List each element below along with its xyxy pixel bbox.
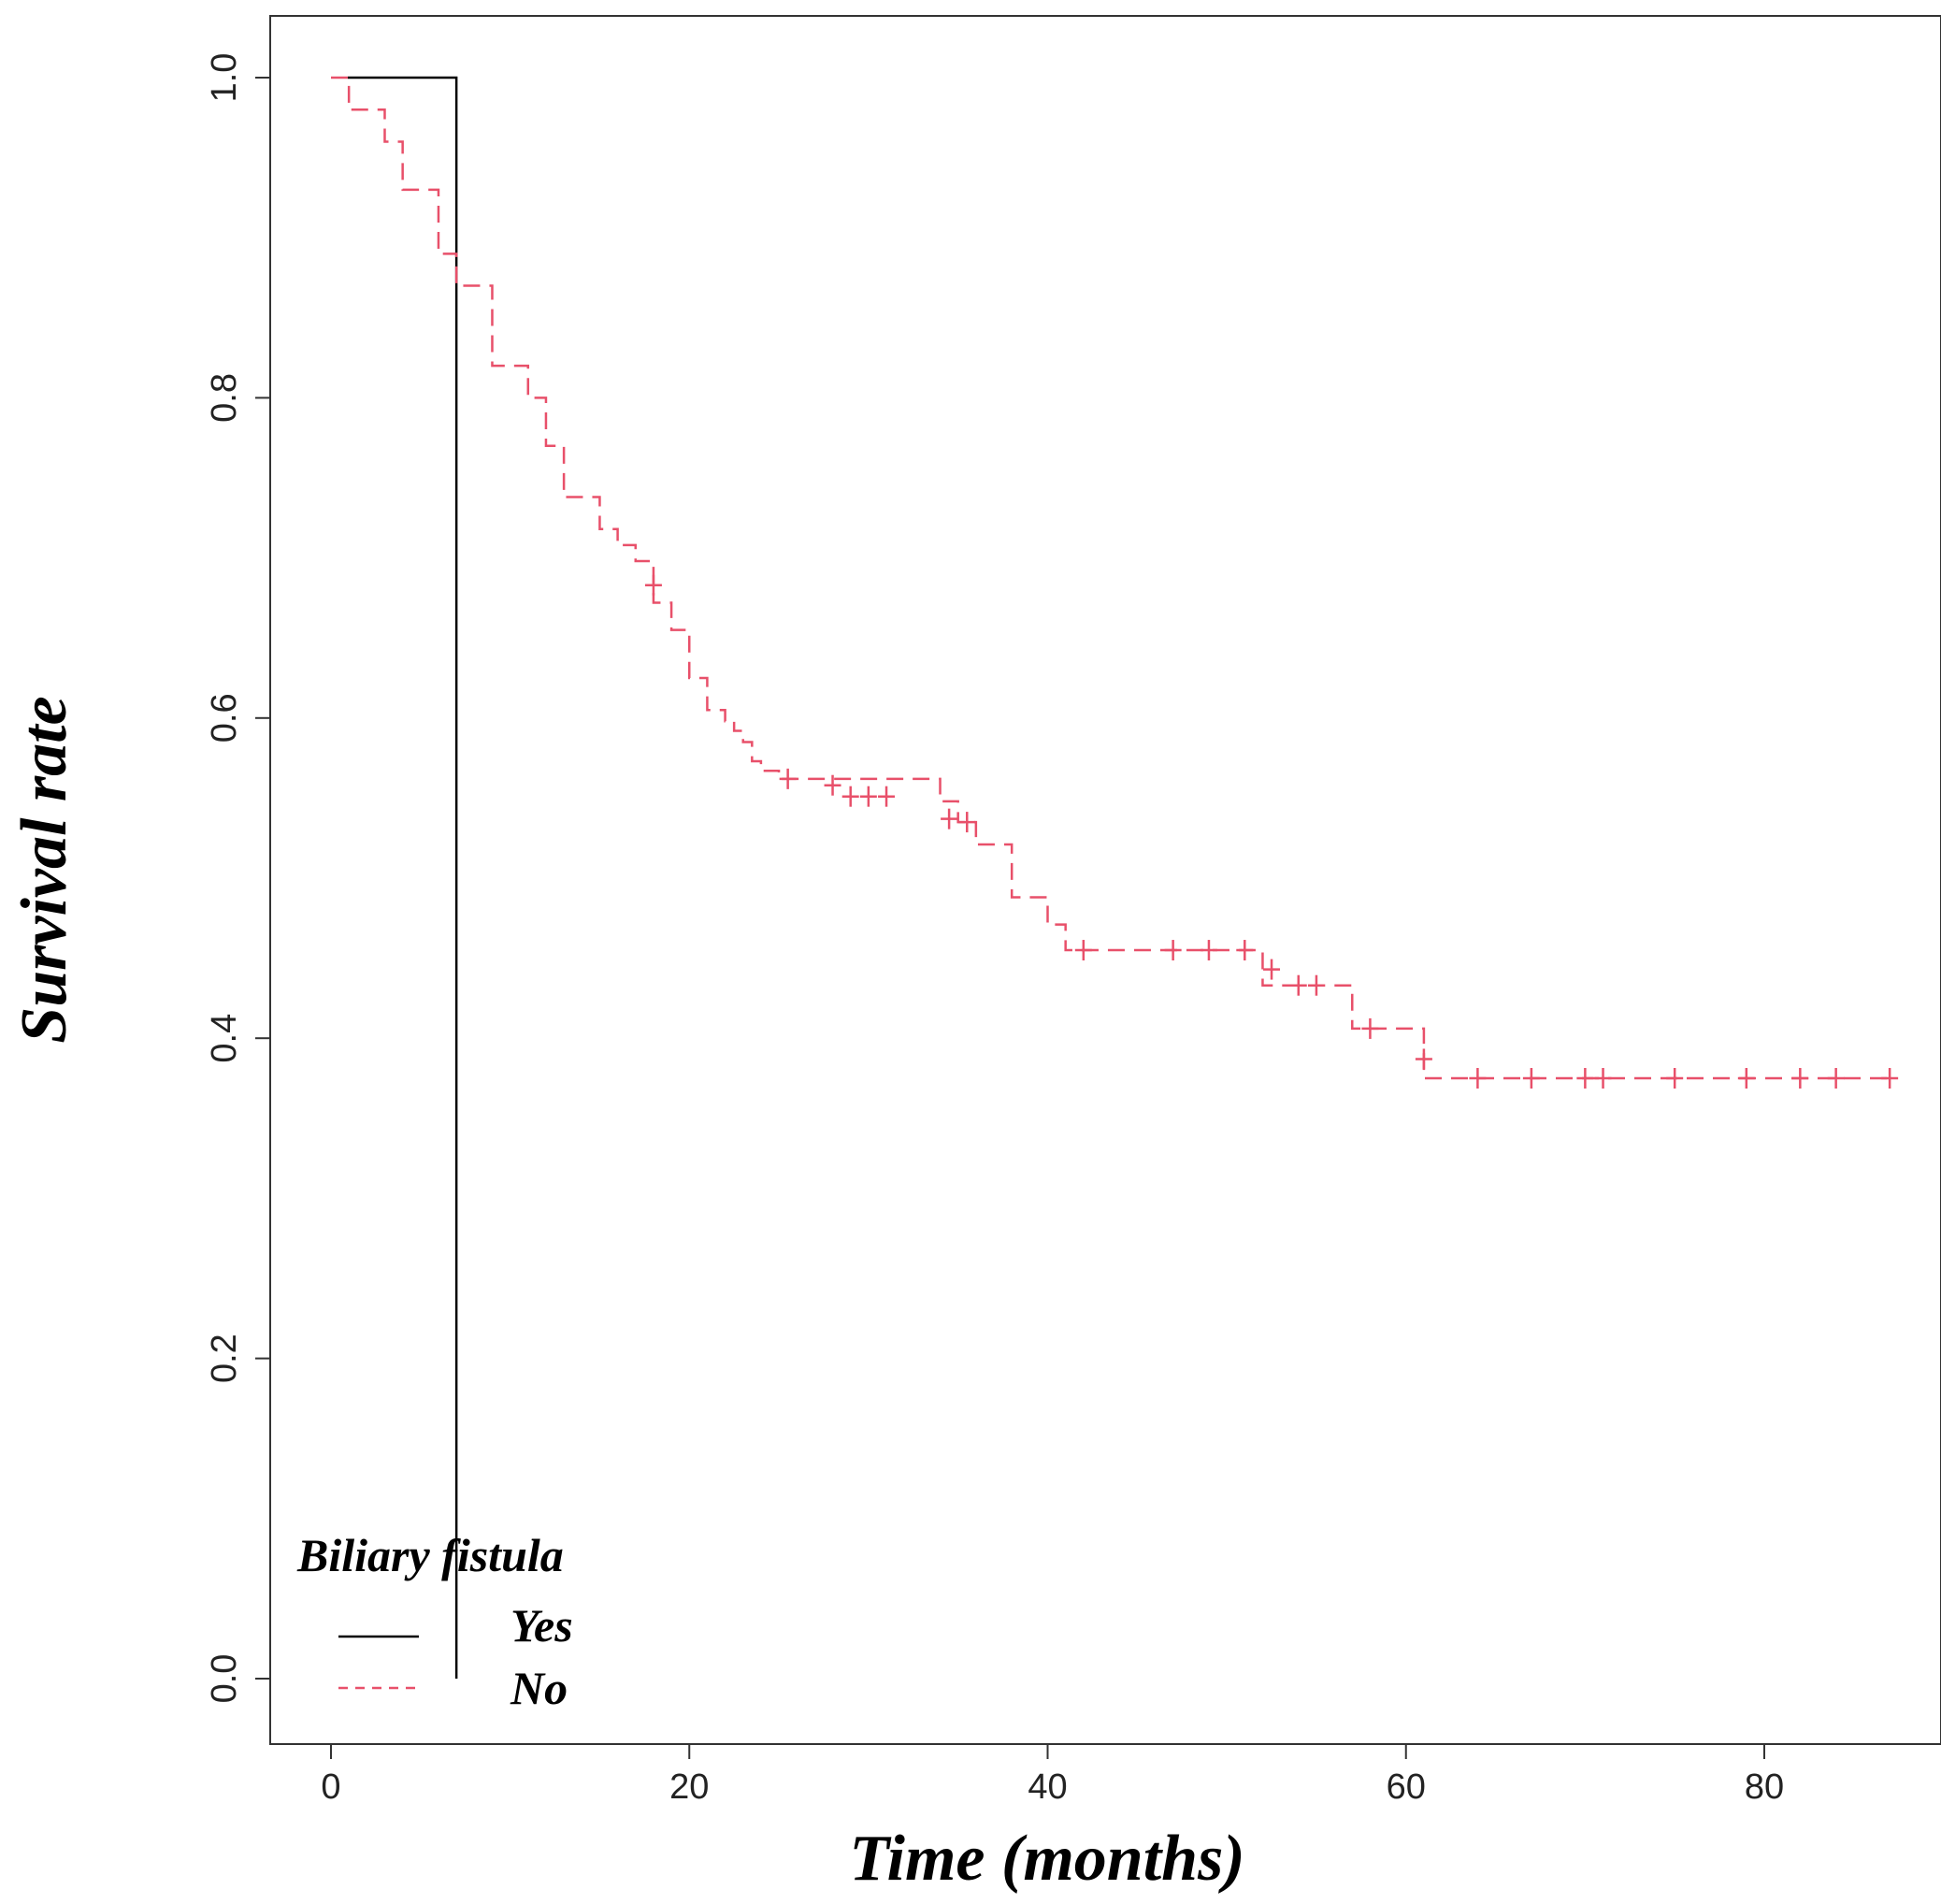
series-layer [331, 76, 1899, 1679]
x-tick-label: 40 [1028, 1767, 1067, 1807]
censor-mark [824, 774, 841, 796]
x-tick-label: 20 [669, 1767, 709, 1807]
censor-mark [1469, 1068, 1487, 1089]
censor-mark [941, 808, 958, 829]
legend-label-no: No [510, 1662, 568, 1714]
censor-mark [878, 786, 896, 807]
censor-mark [1666, 1068, 1684, 1089]
censor-mark [1164, 940, 1182, 961]
censor-mark [644, 574, 662, 596]
censor-mark [1074, 940, 1092, 961]
censor-mark [1576, 1068, 1594, 1089]
censor-mark [1361, 1017, 1379, 1039]
censor-mark [1522, 1068, 1540, 1089]
legend: Biliary fistula Yes No [296, 1529, 573, 1714]
censor-mark [1200, 940, 1217, 961]
x-axis-title: Time (months) [849, 1823, 1244, 1895]
y-tick-label: 0.0 [205, 1654, 244, 1704]
censor-mark [1263, 959, 1281, 980]
censor-mark [1594, 1068, 1612, 1089]
censor-mark [1415, 1048, 1432, 1070]
y-axis: 0.0 0.2 0.4 0.6 0.8 1.0 [205, 53, 271, 1704]
censor-mark [1289, 974, 1307, 996]
censor-mark [1737, 1068, 1755, 1089]
y-tick-label: 1.0 [205, 53, 244, 103]
censor-mark [859, 786, 877, 807]
series-line-yes [348, 76, 458, 1679]
y-tick-label: 0.4 [205, 1014, 244, 1063]
censor-mark [779, 768, 797, 789]
x-tick-label: 80 [1745, 1767, 1784, 1807]
censor-mark [1307, 974, 1325, 996]
censor-mark [1791, 1068, 1809, 1089]
plot-frame [269, 15, 1941, 1745]
legend-label-yes: Yes [510, 1599, 573, 1652]
y-tick-label: 0.8 [205, 373, 244, 423]
x-tick-label: 60 [1387, 1767, 1426, 1807]
censor-mark [1236, 940, 1254, 961]
censor-mark [841, 786, 859, 807]
x-tick-label: 0 [321, 1767, 340, 1807]
y-axis-title: Survival rate [8, 696, 80, 1043]
x-axis: 0 20 40 60 80 [321, 1743, 1784, 1807]
legend-title: Biliary fistula [296, 1529, 564, 1581]
censor-mark [1827, 1068, 1845, 1089]
y-tick-label: 0.2 [205, 1334, 244, 1383]
censor-mark [1881, 1068, 1899, 1089]
series-line-no [331, 76, 1891, 1080]
y-tick-label: 0.6 [205, 693, 244, 743]
censor-mark [958, 812, 976, 833]
